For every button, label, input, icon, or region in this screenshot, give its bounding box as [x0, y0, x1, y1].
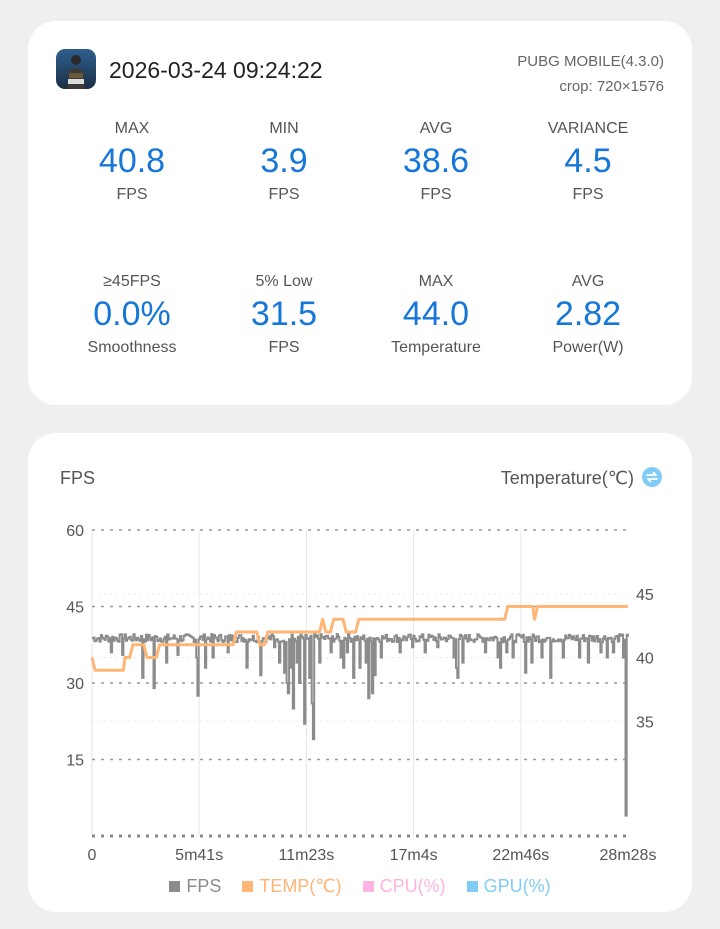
stat-label: MIN	[269, 120, 299, 137]
summary-card: 2026-03-24 09:24:22 PUBG MOBILE(4.3.0) c…	[28, 21, 692, 405]
stat-unit: FPS	[268, 186, 300, 203]
stat-unit: Temperature	[391, 339, 481, 356]
stat-value: 44.0	[402, 295, 470, 333]
stat-value: 38.6	[402, 142, 470, 180]
crop-size: crop: 720×1576	[559, 78, 664, 95]
stat-label: AVG	[419, 120, 453, 137]
stat-max-fps: MAX 40.8 FPS	[56, 120, 208, 204]
legend-swatch	[169, 881, 181, 892]
legend-label: TEMP(℃)	[259, 876, 342, 896]
stat-unit: Smoothness	[87, 339, 177, 356]
stat-value: 0.0%	[93, 295, 171, 333]
pubg-app-icon	[56, 49, 96, 89]
legend-label: FPS	[186, 876, 222, 896]
chart-card: FPS Temperature(℃) 0 5m41s 11m23s 17m4s 22m4…	[28, 433, 692, 912]
chart-legend: FPS TEMP(℃) CPU(%) GPU(%)	[28, 876, 692, 897]
fps-series-line	[92, 633, 629, 817]
legend-label: CPU(%)	[379, 876, 446, 896]
stat-value: 4.5	[564, 142, 612, 180]
stat-unit: FPS	[420, 186, 452, 203]
x-tick-label: 22m46s	[492, 847, 549, 863]
stat-value: 31.5	[250, 295, 318, 333]
y-right-tick-label: 35	[636, 714, 654, 731]
app-name: PUBG MOBILE(4.3.0)	[517, 53, 664, 70]
stat-value: 3.9	[260, 142, 308, 180]
stat-avg-fps: AVG 38.6 FPS	[360, 120, 512, 204]
y-left-tick-label: 15	[66, 753, 84, 770]
stat-label: VARIANCE	[547, 120, 629, 137]
legend-cpu[interactable]: CPU(%)	[362, 876, 446, 896]
legend-swatch	[466, 881, 478, 892]
y-left-tick-label: 30	[66, 676, 84, 693]
stat-label: 5% Low	[255, 273, 313, 290]
stat-max-temperature: MAX 44.0 Temperature	[360, 273, 512, 357]
x-tick-label: 11m23s	[279, 847, 335, 863]
x-tick-label: 17m4s	[390, 847, 438, 863]
stat-unit: FPS	[572, 186, 604, 203]
y-right-tick-label: 40	[636, 651, 654, 668]
stat-label: MAX	[418, 273, 454, 290]
y-right-tick-label: 45	[636, 587, 654, 604]
stat-unit: FPS	[116, 186, 148, 203]
chart-right-title: Temperature(℃)	[500, 468, 634, 488]
legend-temp[interactable]: TEMP(℃)	[242, 876, 342, 896]
stat-smoothness: ≥45FPS 0.0% Smoothness	[56, 273, 208, 357]
fps-temperature-chart: 0 5m41s 11m23s 17m4s 22m46s 28m28s 60 45 30 15 45 4…	[66, 523, 657, 863]
stat-label: AVG	[571, 273, 605, 290]
legend-gpu[interactable]: GPU(%)	[466, 876, 551, 896]
legend-fps[interactable]: FPS	[169, 876, 221, 896]
temp-series-line	[90, 605, 628, 672]
y-left-tick-label: 45	[66, 600, 84, 617]
stat-label: ≥45FPS	[103, 273, 161, 290]
stat-unit: Power(W)	[552, 339, 624, 356]
stat-label: MAX	[114, 120, 150, 137]
stat-unit: FPS	[268, 339, 300, 356]
x-tick-label: 5m41s	[175, 847, 223, 863]
legend-label: GPU(%)	[483, 876, 551, 896]
stat-value: 2.82	[554, 295, 622, 333]
x-tick-label: 28m28s	[600, 847, 657, 863]
legend-swatch	[362, 881, 374, 892]
y-left-tick-label: 60	[66, 523, 84, 540]
legend-swatch	[242, 881, 254, 892]
stat-5pct-low: 5% Low 31.5 FPS	[208, 273, 360, 357]
x-tick-label: 0	[88, 847, 97, 863]
stat-variance: VARIANCE 4.5 FPS	[512, 120, 664, 204]
stat-avg-power: AVG 2.82 Power(W)	[512, 273, 664, 357]
stat-value: 40.8	[98, 142, 166, 180]
swap-icon[interactable]	[642, 467, 662, 487]
chart-left-title: FPS	[60, 468, 96, 488]
session-timestamp: 2026-03-24 09:24:22	[109, 57, 323, 83]
stat-min-fps: MIN 3.9 FPS	[208, 120, 360, 204]
